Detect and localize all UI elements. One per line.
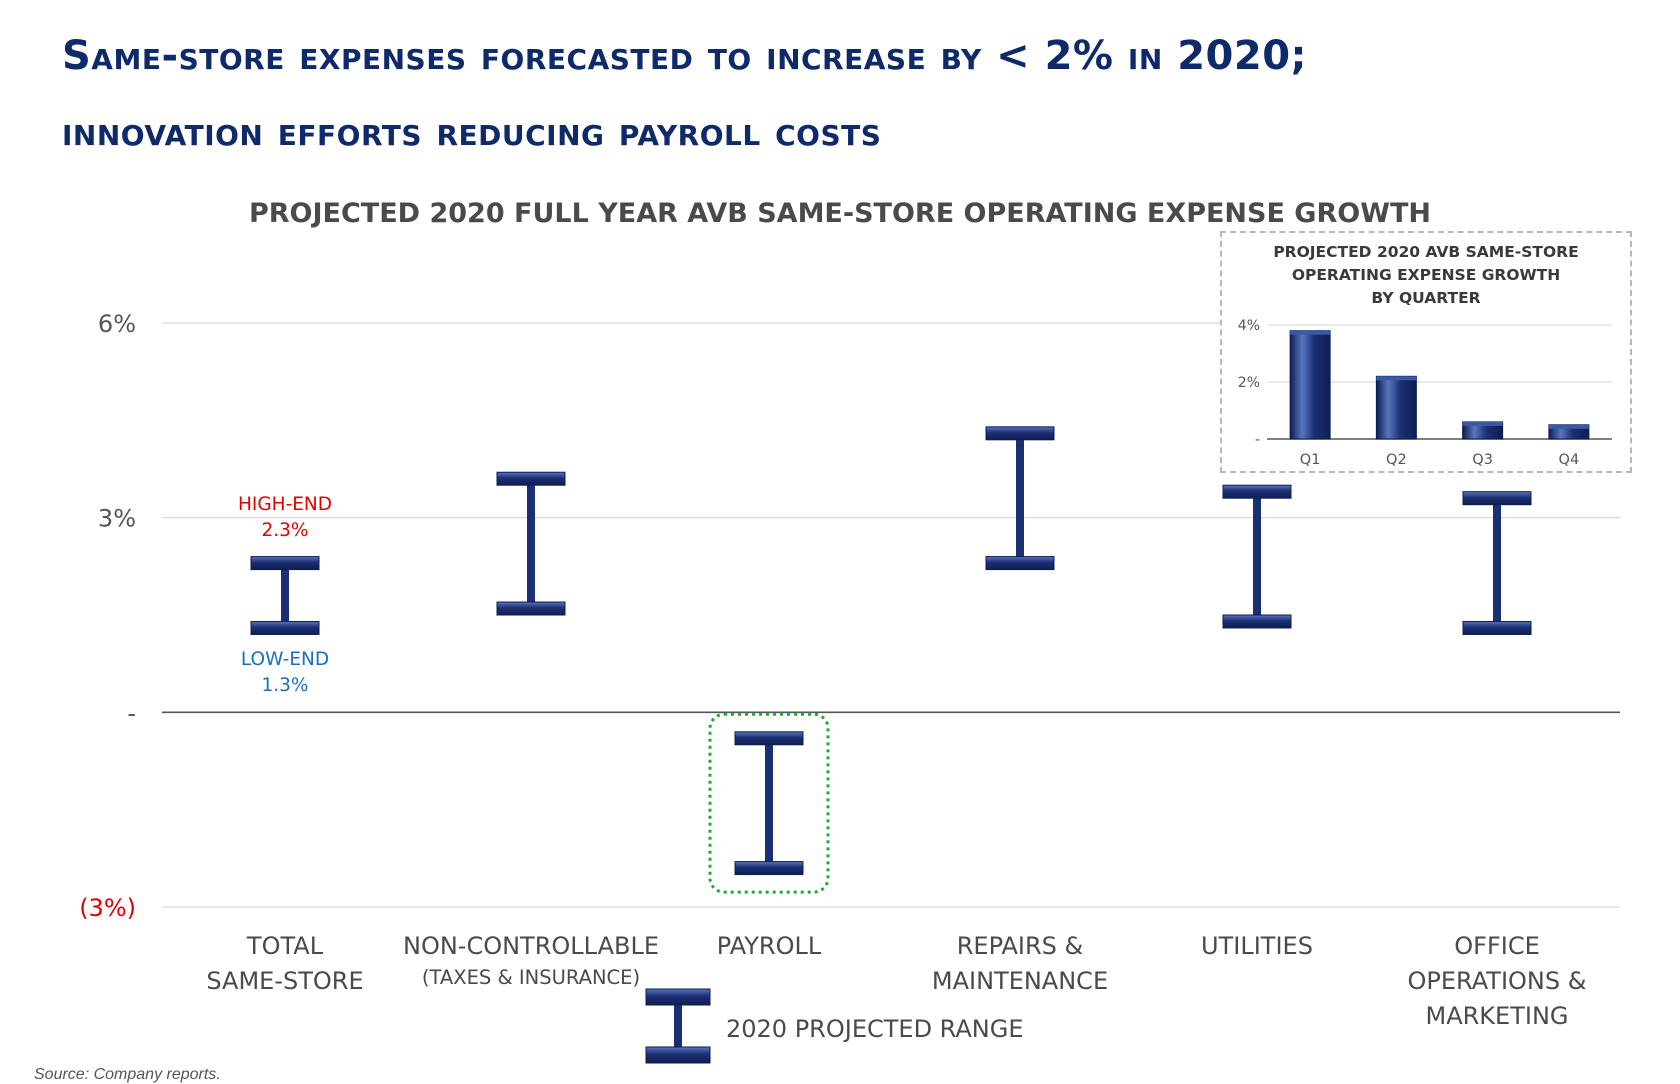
legend-stem xyxy=(674,997,682,1057)
low-end-value: 1.3% xyxy=(262,675,309,696)
y-tick-label: 3% xyxy=(98,505,136,533)
inset-x-tick-label: Q1 xyxy=(1300,452,1321,468)
category-label: UTILITIES xyxy=(1201,932,1313,960)
inset-x-tick-label: Q2 xyxy=(1386,452,1407,468)
slide-title-line-2: innovation efforts reducing payroll cost… xyxy=(62,109,882,155)
inset-y-tick-label: 2% xyxy=(1238,375,1260,391)
y-tick-label: 6% xyxy=(98,310,136,338)
quarterly-inset: PROJECTED 2020 AVB SAME-STORE OPERATING … xyxy=(1220,231,1632,473)
range-cap-high xyxy=(985,426,1055,441)
range-stem xyxy=(527,478,535,609)
range-cap-low xyxy=(250,620,320,635)
range-cap-low xyxy=(985,556,1055,571)
category-label: MAINTENANCE xyxy=(932,967,1108,995)
legend: 2020 PROJECTED RANGE xyxy=(640,987,1024,1067)
range-cap-high xyxy=(1462,491,1532,506)
inset-title-line-2: OPERATING EXPENSE GROWTH xyxy=(1291,266,1561,284)
legend-cap-bottom xyxy=(645,1046,711,1064)
chart-title: PROJECTED 2020 FULL YEAR AVB SAME-STORE … xyxy=(248,198,1432,229)
category-sublabel: (TAXES & INSURANCE) xyxy=(422,966,640,989)
range-stem xyxy=(1253,491,1261,622)
payroll-highlight-box xyxy=(708,712,830,894)
range-stem xyxy=(765,738,773,869)
range-stem xyxy=(1016,433,1024,564)
inset-bar-top xyxy=(1548,424,1589,429)
range-cap-high xyxy=(734,731,804,746)
category-label: TOTAL xyxy=(246,932,324,960)
high-end-value: 2.3% xyxy=(262,520,309,541)
range-cap-low xyxy=(734,861,804,876)
inset-y-tick-label: - xyxy=(1255,432,1260,448)
legend-range-icon xyxy=(645,988,711,1064)
range-cap-low xyxy=(1222,614,1292,629)
range-cap-low xyxy=(496,601,566,616)
range-stem xyxy=(1493,498,1501,628)
range-cap-high xyxy=(1222,484,1292,499)
source-note: Source: Company reports. xyxy=(34,1066,221,1083)
legend-cap-top xyxy=(645,988,711,1006)
category-label: SAME-STORE xyxy=(206,967,363,995)
range-stem xyxy=(281,563,289,628)
quarterly-bar-chart: 4% 2% - Q1 Q2 Q3 Q4 xyxy=(1238,318,1612,468)
category-label: OFFICE xyxy=(1454,932,1540,960)
slide-title: Same-store expenses forecasted to increa… xyxy=(62,18,1307,170)
range-chart: 6% 3% - (3%) TOTAL SAME-STORE NON-CONTROLLABLE… xyxy=(79,310,1620,1030)
low-end-label: LOW-END xyxy=(241,649,329,670)
inset-x-tick-label: Q4 xyxy=(1559,452,1580,468)
y-tick-label: (3%) xyxy=(79,894,136,922)
inset-bar-top xyxy=(1462,421,1503,426)
range-cap-low xyxy=(1462,620,1532,635)
inset-title-line-1: PROJECTED 2020 AVB SAME-STORE xyxy=(1273,243,1579,261)
high-end-label: HIGH-END xyxy=(238,494,332,515)
y-tick-label: - xyxy=(127,699,136,727)
inset-bar xyxy=(1375,375,1417,440)
category-label: MARKETING xyxy=(1426,1002,1569,1030)
category-label: REPAIRS & xyxy=(957,932,1084,960)
range-cap-high xyxy=(250,556,320,571)
inset-bar-top xyxy=(1376,376,1417,381)
inset-title-line-3: BY QUARTER xyxy=(1371,289,1481,307)
inset-x-tick-label: Q3 xyxy=(1472,452,1493,468)
inset-y-tick-label: 4% xyxy=(1238,318,1260,334)
inset-title: PROJECTED 2020 AVB SAME-STORE OPERATING … xyxy=(1222,241,1630,310)
category-label: NON-CONTROLLABLE xyxy=(403,932,659,960)
category-label: PAYROLL xyxy=(717,932,822,960)
legend-label: 2020 PROJECTED RANGE xyxy=(726,1015,1024,1043)
category-label: OPERATIONS & xyxy=(1408,967,1587,995)
range-cap-high xyxy=(496,471,566,486)
slide-title-line-1: Same-store expenses forecasted to increa… xyxy=(62,33,1308,79)
inset-bar xyxy=(1289,330,1331,440)
inset-bar-top xyxy=(1290,330,1331,335)
